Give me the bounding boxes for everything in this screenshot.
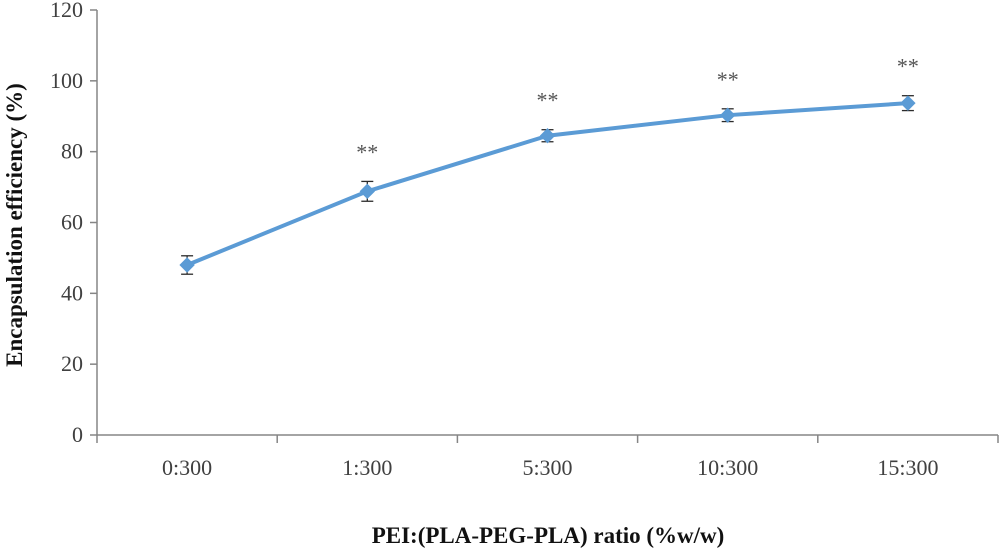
y-tick-label: 40: [61, 280, 83, 305]
series-encapsulation-efficiency: ** ** ** **: [179, 54, 919, 275]
data-point: [900, 95, 916, 111]
y-axis-title: Encapsulation efficiency (%): [2, 83, 27, 367]
data-point: [179, 257, 195, 273]
y-tick-label: 100: [50, 68, 83, 93]
x-tick-label: 0:300: [162, 455, 212, 480]
x-tick-label: 1:300: [342, 455, 392, 480]
data-point: [539, 128, 556, 144]
y-tick-label: 0: [72, 422, 83, 447]
x-axis: 0:300 1:300 5:300 10:300 15:300: [96, 434, 999, 480]
series-line: [186, 101, 909, 267]
significance-label: **: [717, 67, 739, 92]
y-axis: 0 20 40 60 80 100 120: [50, 0, 98, 447]
data-point: [719, 107, 736, 123]
y-tick-label: 20: [61, 351, 83, 376]
x-tick-label: 15:300: [877, 455, 938, 480]
y-tick-label: 120: [50, 0, 83, 22]
significance-label: **: [897, 54, 919, 79]
data-point: [359, 183, 376, 200]
x-tick-label: 10:300: [697, 455, 758, 480]
x-axis-title: PEI:(PLA-PEG-PLA) ratio (%w/w): [372, 523, 725, 548]
significance-label: **: [537, 88, 559, 113]
y-tick-label: 60: [61, 210, 83, 235]
significance-label: **: [356, 139, 378, 164]
x-tick-label: 5:300: [522, 455, 572, 480]
y-tick-label: 80: [61, 139, 83, 164]
